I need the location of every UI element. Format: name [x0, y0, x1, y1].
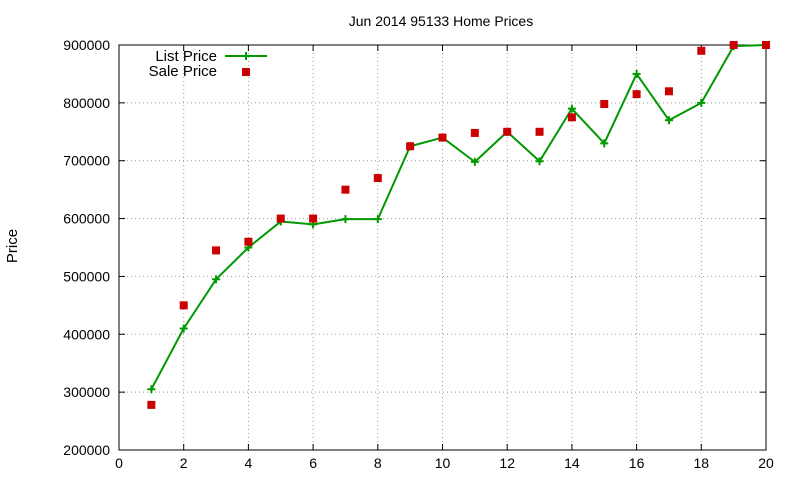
- y-tick-label: 600000: [63, 211, 110, 227]
- data-point: [147, 385, 156, 394]
- legend-marker: [242, 52, 250, 60]
- x-tick-label: 16: [629, 455, 645, 471]
- data-point: [762, 41, 770, 49]
- data-series: [147, 41, 770, 409]
- data-point: [600, 139, 609, 148]
- y-tick-label: 500000: [63, 268, 110, 284]
- data-point: [373, 215, 382, 224]
- y-tick-label: 900000: [63, 37, 110, 53]
- series-sale-price: [147, 41, 770, 409]
- x-tick-label: 2: [180, 455, 188, 471]
- data-point: [535, 157, 544, 166]
- x-tick-label: 20: [758, 455, 774, 471]
- data-point: [664, 87, 673, 96]
- x-tick-label: 0: [115, 455, 123, 471]
- legend-swatch-list-price: [225, 52, 267, 60]
- y-tick-label: 800000: [63, 95, 110, 111]
- legend-marker: [242, 68, 250, 76]
- x-tick-label: 6: [309, 455, 317, 471]
- x-tick-label: 14: [564, 455, 580, 471]
- data-point: [503, 127, 512, 136]
- data-point: [567, 104, 576, 113]
- data-point: [212, 275, 221, 284]
- series-line: [150, 44, 767, 390]
- data-point: [697, 98, 706, 107]
- data-point: [632, 69, 641, 78]
- series-list-price: [147, 41, 770, 394]
- data-point: [179, 301, 188, 310]
- data-point: [147, 400, 156, 409]
- data-point: [406, 142, 415, 151]
- legend-label-sale-price: Sale Price: [149, 63, 217, 80]
- data-point: [470, 157, 479, 166]
- data-point: [697, 46, 706, 55]
- data-point: [600, 100, 609, 109]
- data-point: [309, 214, 318, 223]
- data-point: [244, 237, 253, 246]
- data-point: [470, 128, 479, 137]
- x-tick-label: 8: [374, 455, 382, 471]
- data-point: [341, 185, 350, 194]
- tick-labels: 0 2 4 6 8 10 12 14 16 18 20 200000 300000 400000 50000…: [63, 37, 774, 471]
- y-tick-label: 700000: [63, 153, 110, 169]
- chart-title: Jun 2014 95133 Home Prices: [349, 13, 533, 29]
- data-point: [438, 133, 447, 142]
- legend-swatch-sale-price: [242, 68, 250, 76]
- data-point: [664, 116, 673, 125]
- data-point: [373, 174, 382, 183]
- y-axis-label: Price: [4, 229, 21, 263]
- y-tick-label: 400000: [63, 326, 110, 342]
- x-tick-label: 10: [435, 455, 451, 471]
- legend: List Price Sale Price: [149, 48, 267, 80]
- data-point: [729, 41, 738, 49]
- legend-label-list-price: List Price: [155, 48, 217, 65]
- data-point: [276, 214, 285, 223]
- data-point: [212, 246, 221, 255]
- x-tick-label: 18: [694, 455, 710, 471]
- data-point: [535, 127, 544, 136]
- x-tick-label: 4: [245, 455, 253, 471]
- y-tick-label: 300000: [63, 384, 110, 400]
- x-tick-label: 12: [499, 455, 515, 471]
- data-point: [567, 113, 576, 122]
- data-point: [341, 215, 350, 224]
- data-point: [632, 90, 641, 99]
- y-tick-label: 200000: [63, 442, 110, 458]
- data-point: [179, 324, 188, 333]
